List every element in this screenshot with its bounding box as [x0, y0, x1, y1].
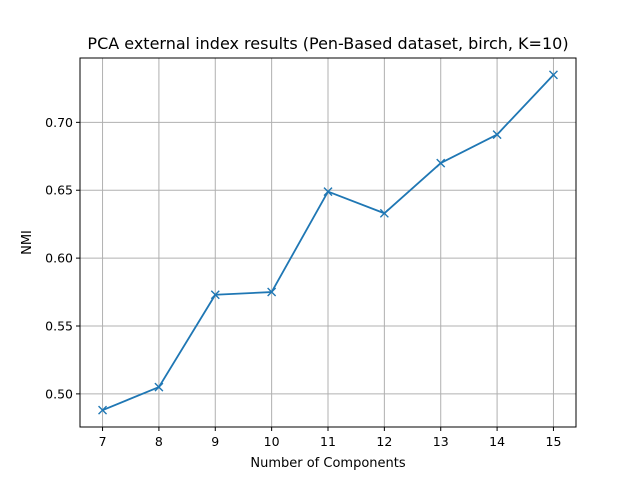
x-tick-label: 7 [99, 434, 107, 449]
data-point [154, 382, 164, 392]
series-layer [98, 70, 558, 415]
x-axis-label: Number of Components [250, 456, 405, 471]
x-tick-label: 10 [264, 434, 280, 449]
data-point [323, 187, 333, 197]
x-tick-label: 8 [155, 434, 163, 449]
data-point [436, 158, 446, 168]
axis-ticks: 7 8 9 10 11 12 13 14 15 0.50 0.55 0.60 0.65 0.70 [45, 115, 561, 449]
x-tick-label: 12 [376, 434, 392, 449]
data-point [548, 70, 558, 80]
data-point [98, 405, 108, 415]
x-tick-label: 9 [211, 434, 219, 449]
y-axis-label: NMI [20, 230, 35, 255]
y-tick-label: 0.50 [45, 386, 73, 401]
y-tick-label: 0.60 [45, 251, 73, 266]
x-tick-label: 13 [433, 434, 449, 449]
y-tick-label: 0.70 [45, 115, 73, 130]
data-point [267, 287, 277, 297]
y-tick-label: 0.55 [45, 318, 73, 333]
x-tick-label: 15 [546, 434, 562, 449]
data-point [379, 208, 389, 218]
grid-lines [80, 58, 576, 427]
x-tick-label: 11 [320, 434, 336, 449]
x-tick-label: 14 [489, 434, 505, 449]
data-point [492, 130, 502, 140]
data-point [210, 290, 220, 300]
chart-title: PCA external index results (Pen-Based da… [87, 34, 568, 53]
plot-frame [79, 57, 577, 428]
y-tick-label: 0.65 [45, 183, 73, 198]
